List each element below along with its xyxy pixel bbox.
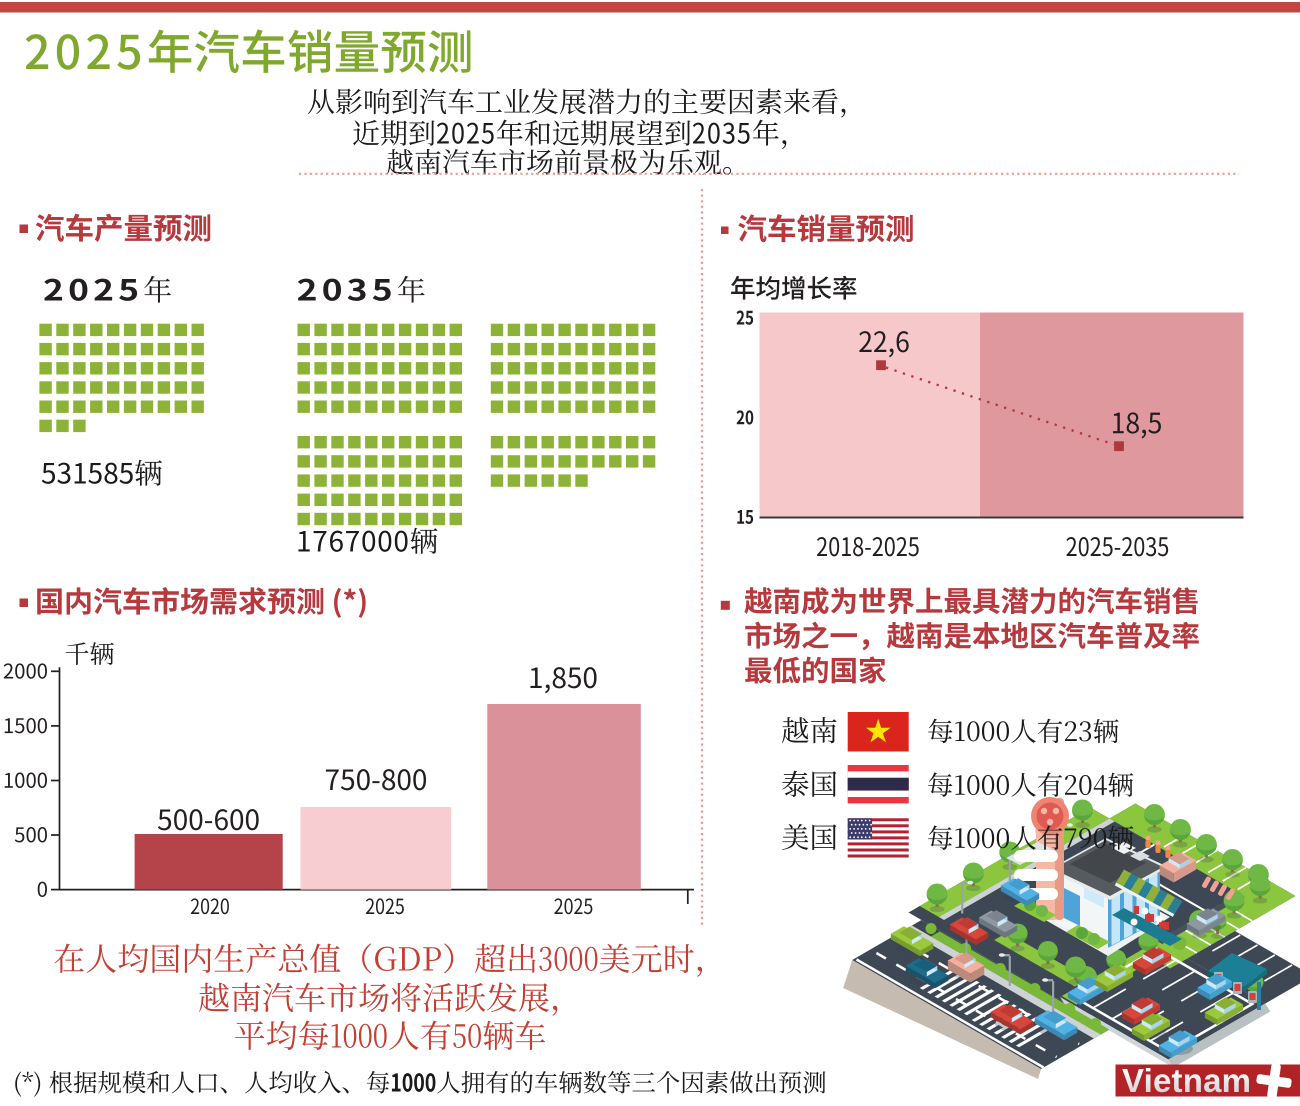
svg-text:Vietnam: Vietnam [1122, 1062, 1251, 1099]
